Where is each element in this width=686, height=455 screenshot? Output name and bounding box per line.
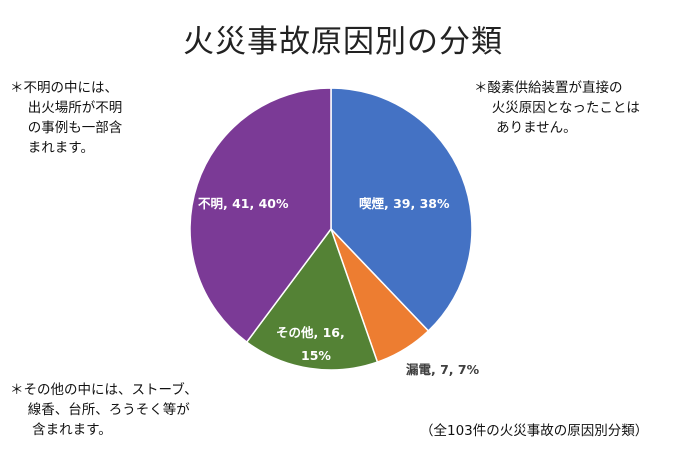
data-label-leakage: 漏電, 7, 7% [406, 362, 480, 377]
note-unknown: ＊不明の中には、 出火場所が不明 の事例も一部含 まれます。 [10, 80, 123, 156]
pie-slices [189, 87, 473, 371]
pie-slice-unknown [189, 87, 332, 344]
chart-title: 火災事故原因別の分類 [183, 24, 503, 60]
note-other: ＊その他の中には、ストーブ、 線香、台所、ろうそく等が 含まれます。 [10, 382, 198, 438]
pie-slice-smoking [330, 87, 473, 333]
data-label-other-line1: その他, 16, [276, 325, 345, 340]
data-label-smoking: 喫煙, 39, 38% [359, 196, 450, 211]
data-label-unknown: 不明, 41, 40% [198, 196, 289, 211]
note-oxygen: ＊酸素供給装置が直接の 火災原因となったことは ありません。 [474, 80, 640, 136]
caption: （全103件の火災事故の原因別分類） [420, 423, 649, 439]
data-label-other-line2: 15% [301, 348, 331, 363]
pie-slice-other [245, 227, 379, 371]
